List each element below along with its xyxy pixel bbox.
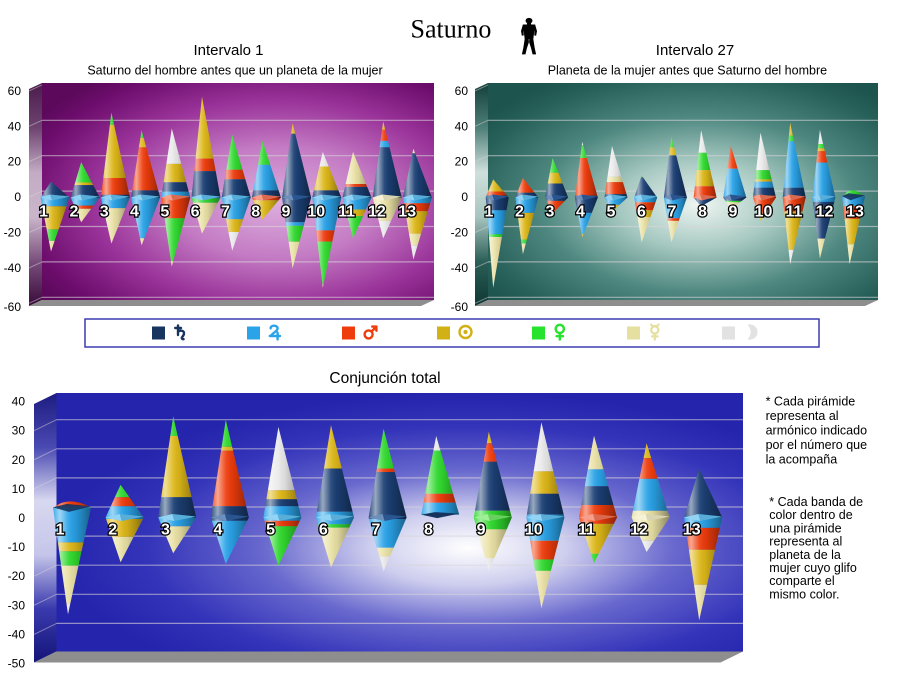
svg-text:2: 2 — [515, 204, 524, 221]
svg-text:* Cada pirámide: * Cada pirámide — [766, 394, 856, 408]
svg-text:-40: -40 — [4, 261, 22, 275]
svg-text:-60: -60 — [4, 300, 22, 314]
svg-text:60: 60 — [455, 84, 469, 98]
svg-text:11: 11 — [338, 204, 355, 221]
svg-text:40: 40 — [8, 119, 22, 133]
svg-text:comparte el: comparte el — [769, 574, 834, 588]
svg-text:Intervalo 1: Intervalo 1 — [193, 42, 263, 59]
svg-text:13: 13 — [683, 522, 701, 539]
svg-text:13: 13 — [846, 204, 864, 221]
svg-text:12: 12 — [630, 522, 648, 539]
svg-text:Planeta de la mujer antes que: Planeta de la mujer antes que Saturno de… — [548, 64, 827, 78]
svg-text:4: 4 — [214, 522, 223, 539]
svg-text:9: 9 — [282, 204, 291, 221]
svg-text:10: 10 — [525, 522, 543, 539]
svg-text:3: 3 — [546, 204, 555, 221]
svg-text:5: 5 — [266, 522, 275, 539]
svg-text:0: 0 — [18, 511, 25, 525]
svg-text:10: 10 — [755, 204, 773, 221]
svg-text:5: 5 — [160, 204, 169, 221]
svg-text:9: 9 — [477, 522, 486, 539]
svg-text:4: 4 — [576, 204, 585, 221]
svg-text:mujer cuyo glifo: mujer cuyo glifo — [769, 561, 857, 575]
svg-text:Saturno: Saturno — [411, 15, 492, 44]
svg-text:* Cada banda de: * Cada banda de — [769, 495, 863, 509]
svg-text:4: 4 — [130, 204, 139, 221]
svg-text:Intervalo 27: Intervalo 27 — [656, 42, 734, 59]
svg-text:color dentro de: color dentro de — [769, 508, 852, 522]
svg-text:mismo color.: mismo color. — [769, 587, 839, 601]
svg-text:0: 0 — [14, 190, 21, 204]
svg-text:-10: -10 — [8, 540, 26, 554]
svg-text:30: 30 — [12, 424, 26, 438]
svg-text:2: 2 — [69, 204, 78, 221]
svg-text:0: 0 — [461, 190, 468, 204]
svg-text:10: 10 — [307, 204, 325, 221]
svg-text:11: 11 — [786, 204, 803, 221]
svg-text:9: 9 — [729, 204, 738, 221]
svg-text:7: 7 — [371, 522, 380, 539]
svg-text:-60: -60 — [451, 300, 469, 314]
svg-text:8: 8 — [424, 522, 433, 539]
svg-text:6: 6 — [637, 204, 646, 221]
svg-text:armónico indicado: armónico indicado — [766, 423, 867, 437]
svg-text:12: 12 — [368, 204, 386, 221]
svg-text:representa al: representa al — [769, 535, 842, 549]
svg-text:3: 3 — [100, 204, 109, 221]
svg-text:13: 13 — [398, 204, 416, 221]
svg-text:8: 8 — [251, 204, 260, 221]
svg-text:8: 8 — [698, 204, 707, 221]
svg-text:-50: -50 — [8, 656, 26, 670]
svg-text:40: 40 — [455, 119, 469, 133]
svg-text:-40: -40 — [451, 261, 469, 275]
svg-text:3: 3 — [161, 522, 170, 539]
svg-text:-20: -20 — [8, 569, 26, 583]
svg-text:1: 1 — [56, 522, 65, 539]
svg-text:20: 20 — [12, 453, 26, 467]
svg-text:1: 1 — [485, 204, 494, 221]
svg-text:-20: -20 — [451, 226, 469, 240]
svg-text:7: 7 — [668, 204, 677, 221]
svg-text:6: 6 — [319, 522, 328, 539]
svg-text:-20: -20 — [4, 226, 22, 240]
svg-text:20: 20 — [8, 155, 22, 169]
svg-text:Saturno del hombre antes que u: Saturno del hombre antes que un planeta … — [87, 64, 382, 78]
svg-text:40: 40 — [12, 395, 26, 409]
svg-text:1: 1 — [39, 204, 48, 221]
svg-text:planeta de la: planeta de la — [769, 548, 841, 562]
svg-text:Conjunción total: Conjunción total — [329, 370, 440, 387]
svg-text:6: 6 — [191, 204, 200, 221]
svg-text:una pirámide: una pirámide — [769, 521, 841, 535]
svg-text:12: 12 — [816, 204, 834, 221]
svg-text:60: 60 — [8, 84, 22, 98]
svg-text:11: 11 — [578, 522, 595, 539]
svg-text:20: 20 — [455, 155, 469, 169]
svg-text:por el número que: por el número que — [766, 438, 868, 452]
svg-text:5: 5 — [607, 204, 616, 221]
svg-text:la acompaña: la acompaña — [766, 452, 838, 466]
svg-text:representa al: representa al — [766, 409, 839, 423]
svg-text:10: 10 — [12, 482, 26, 496]
svg-text:2: 2 — [108, 522, 117, 539]
svg-text:7: 7 — [221, 204, 230, 221]
svg-text:-40: -40 — [8, 627, 26, 641]
svg-text:-30: -30 — [8, 598, 26, 612]
